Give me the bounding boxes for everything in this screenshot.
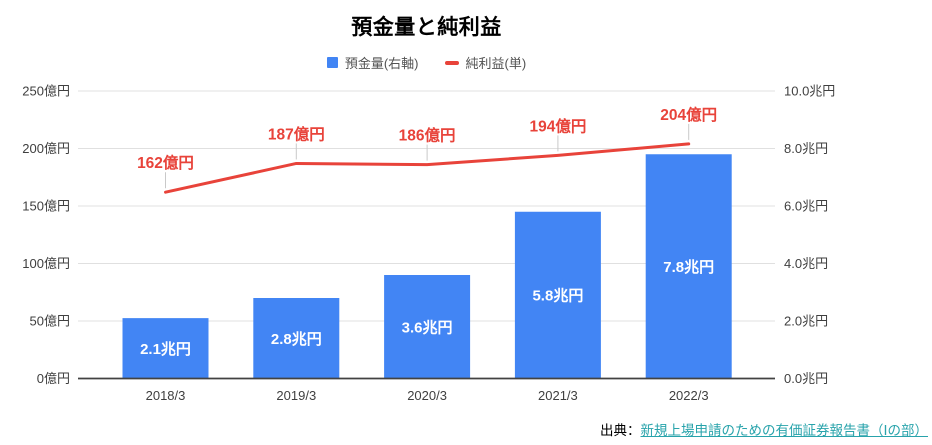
bar-value-label: 7.8兆円 — [663, 259, 714, 276]
left-axis-tick-label: 0億円 — [37, 371, 70, 386]
source-link[interactable]: 新規上場申請のための有価証券報告書（Ⅰの部） — [640, 423, 928, 438]
right-axis-tick-label: 0.0兆円 — [784, 371, 828, 386]
deposits-swatch-icon — [326, 57, 338, 68]
x-axis-category-label: 2021/3 — [538, 388, 578, 403]
chart-legend: 預金量(右軸) 純利益(単) — [0, 53, 853, 72]
line-value-label: 194億円 — [529, 116, 586, 135]
legend-label-deposits: 預金量(右軸) — [344, 56, 419, 71]
bar-value-label: 2.8兆円 — [271, 331, 322, 348]
bar-value-label: 5.8兆円 — [532, 288, 583, 305]
bar-2021-3 — [514, 211, 601, 379]
left-axis-tick-label: 50億円 — [30, 314, 70, 329]
net-profit-swatch-icon — [444, 60, 459, 65]
right-axis-tick-label: 4.0兆円 — [784, 256, 828, 271]
line-value-label: 186億円 — [399, 126, 456, 145]
legend-item-deposits: 預金量(右軸) — [326, 53, 419, 72]
left-axis-tick-label: 200億円 — [22, 141, 70, 156]
x-axis-category-label: 2019/3 — [276, 388, 316, 403]
source-prefix: 出典： — [600, 423, 641, 438]
line-value-label: 204億円 — [660, 105, 717, 124]
left-axis-tick-label: 150億円 — [22, 199, 70, 214]
right-axis-tick-label: 8.0兆円 — [784, 141, 828, 156]
left-axis-tick-label: 250億円 — [22, 84, 70, 99]
right-axis-tick-label: 10.0兆円 — [784, 84, 835, 99]
x-axis-category-label: 2018/3 — [146, 388, 186, 403]
x-axis-category-label: 2020/3 — [407, 388, 447, 403]
net-profit-line — [164, 142, 691, 194]
line-value-label: 162億円 — [137, 153, 194, 172]
bar-2020-3 — [384, 275, 471, 379]
x-axis-category-label: 2022/3 — [669, 388, 709, 403]
left-axis-tick-label: 100億円 — [22, 256, 70, 271]
bar-value-label: 2.1兆円 — [140, 341, 191, 358]
bar-2019-3 — [253, 298, 340, 379]
right-axis-tick-label: 2.0兆円 — [784, 314, 828, 329]
chart-title: 預金量と純利益 — [351, 16, 502, 39]
line-value-label: 187億円 — [268, 124, 325, 143]
source-note: 出典：新規上場申請のための有価証券報告書（Ⅰの部） — [600, 419, 928, 439]
right-axis-tick-label: 6.0兆円 — [784, 199, 828, 214]
legend-item-net-profit: 純利益(単) — [444, 53, 527, 72]
legend-label-net-profit: 純利益(単) — [465, 56, 527, 71]
bar-value-label: 3.6兆円 — [402, 319, 453, 336]
bar-2018-3 — [122, 318, 209, 379]
bar-2022-3 — [645, 154, 732, 379]
